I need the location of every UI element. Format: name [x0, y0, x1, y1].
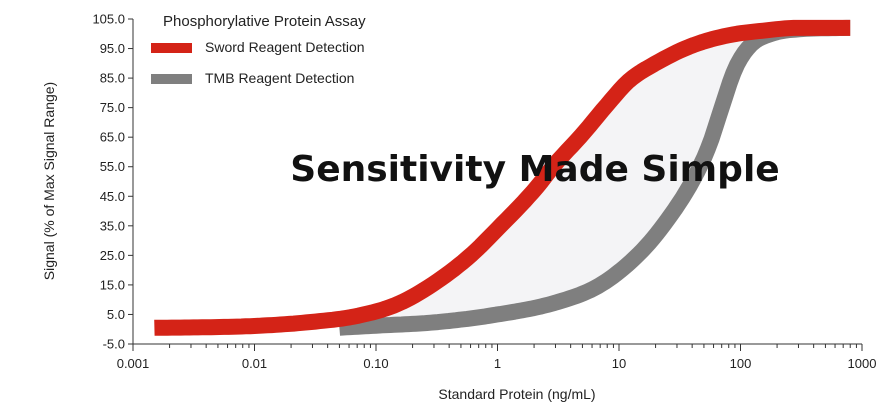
x-tick-label: 0.01 [242, 356, 267, 371]
y-tick-label: -5.0 [103, 337, 125, 352]
x-tick-label: 100 [730, 356, 752, 371]
x-tick-label: 0.10 [363, 356, 388, 371]
y-tick-label: 75.0 [100, 100, 125, 115]
y-tick-label: 55.0 [100, 159, 125, 174]
overlay-headline: Sensitivity Made Simple [290, 149, 779, 190]
y-tick-label: 95.0 [100, 41, 125, 56]
y-tick-label: 5.0 [107, 307, 125, 322]
axes: 105.095.085.075.065.055.045.035.025.015.… [92, 12, 876, 372]
plot-area [150, 19, 855, 336]
y-tick-label: 85.0 [100, 71, 125, 86]
y-tick-label: 35.0 [100, 218, 125, 233]
x-axis-title: Standard Protein (ng/mL) [438, 386, 595, 402]
y-tick-label: 105.0 [92, 12, 125, 27]
y-tick-label: 45.0 [100, 189, 125, 204]
legend-label-tmb: TMB Reagent Detection [205, 70, 354, 86]
chart-title: Phosphorylative Protein Assay [163, 13, 366, 30]
x-tick-label: 1000 [848, 356, 877, 371]
legend-label-sword: Sword Reagent Detection [205, 39, 365, 55]
y-tick-label: 25.0 [100, 248, 125, 263]
x-tick-label: 0.001 [117, 356, 150, 371]
x-tick-label: 1 [494, 356, 501, 371]
series-line-sword [150, 19, 854, 336]
x-tick-label: 10 [612, 356, 626, 371]
y-tick-label: 15.0 [100, 277, 125, 292]
legend: Phosphorylative Protein Assay Sword Reag… [151, 13, 366, 86]
y-axis-title: Signal (% of Max Signal Range) [41, 82, 57, 280]
y-tick-label: 65.0 [100, 130, 125, 145]
